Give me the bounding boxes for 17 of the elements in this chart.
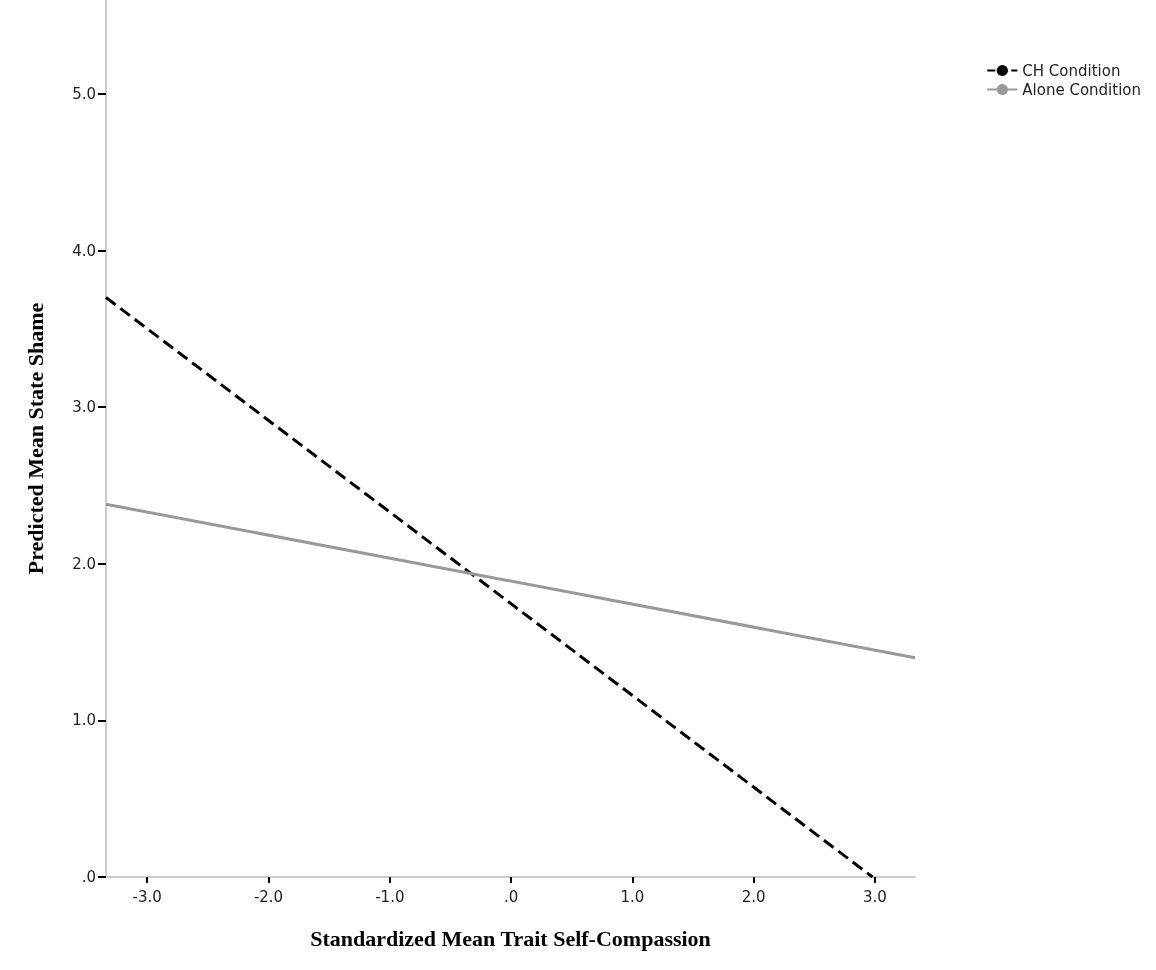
y-tick-label: 4.0 [72, 241, 96, 260]
y-tick-label: 2.0 [72, 554, 96, 573]
x-tick-label: -1.0 [375, 887, 405, 906]
y-tick-label: .0 [81, 868, 96, 886]
x-tick-label: -3.0 [132, 887, 162, 906]
legend-label: Alone Condition [1022, 80, 1142, 99]
y-tick-label: 5.0 [72, 84, 96, 103]
x-tick-label: 2.0 [741, 887, 766, 906]
x-tick-label: 3.0 [863, 887, 887, 906]
x-tick-label: .0 [503, 887, 519, 906]
y-tick-label: 1.0 [72, 711, 96, 730]
y-axis-title: Predicted Mean State Shame [22, 302, 48, 575]
x-axis-title: Standardized Mean Trait Self-Compassion [310, 925, 711, 951]
legend-label: CH Condition [1022, 61, 1121, 80]
x-tick-label: -2.0 [253, 887, 284, 906]
x-tick-label: 1.0 [620, 887, 645, 906]
y-tick-label: 3.0 [72, 398, 96, 417]
